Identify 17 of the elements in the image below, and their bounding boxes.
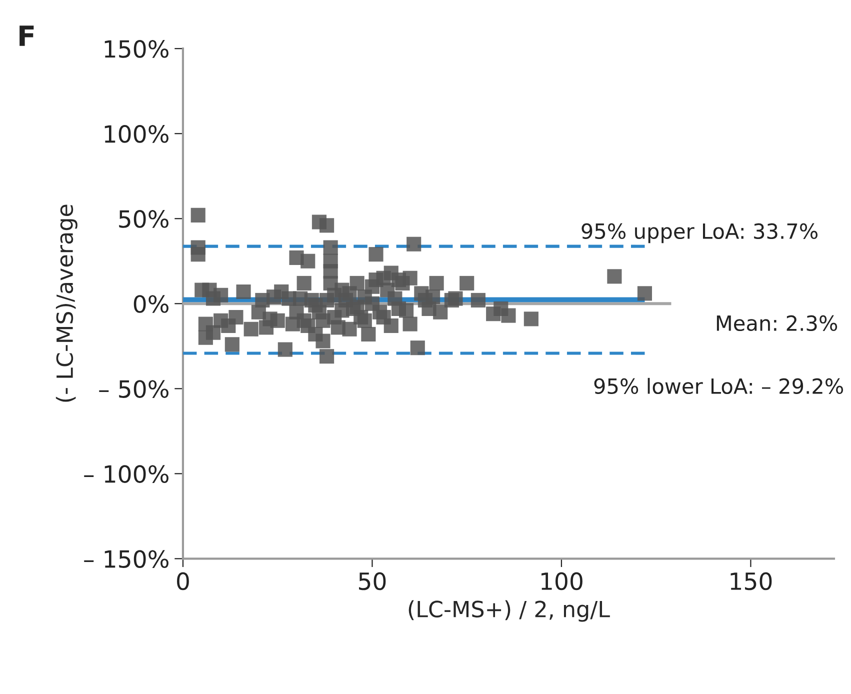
x-axis-title: (LC-MS+) / 2, ng/L [408, 600, 610, 622]
text: F [20, 26, 34, 46]
y-tick-label: – 100% [84, 465, 168, 483]
y-axis-title: (- LC-MS)/average [56, 204, 78, 402]
x-tick-label: 100 [542, 572, 582, 590]
y-tick-label: 0% [134, 295, 168, 313]
y-tick-label: – 150% [84, 550, 168, 568]
annotation: 95% lower LoA: – 29.2% [594, 378, 844, 394]
annotation: 95% upper LoA: 33.7% [582, 223, 818, 244]
y-tick-label: – 50% [99, 380, 168, 398]
y-tick-label: 50% [119, 210, 168, 228]
x-tick-label: 50 [359, 572, 386, 590]
x-tick-label: 0 [177, 572, 189, 590]
y-tick-label: 100% [104, 125, 168, 143]
y-tick-label: 150% [104, 40, 168, 58]
x-tick-label: 150 [730, 572, 772, 590]
annotation: Mean: 2.3% [716, 315, 838, 332]
